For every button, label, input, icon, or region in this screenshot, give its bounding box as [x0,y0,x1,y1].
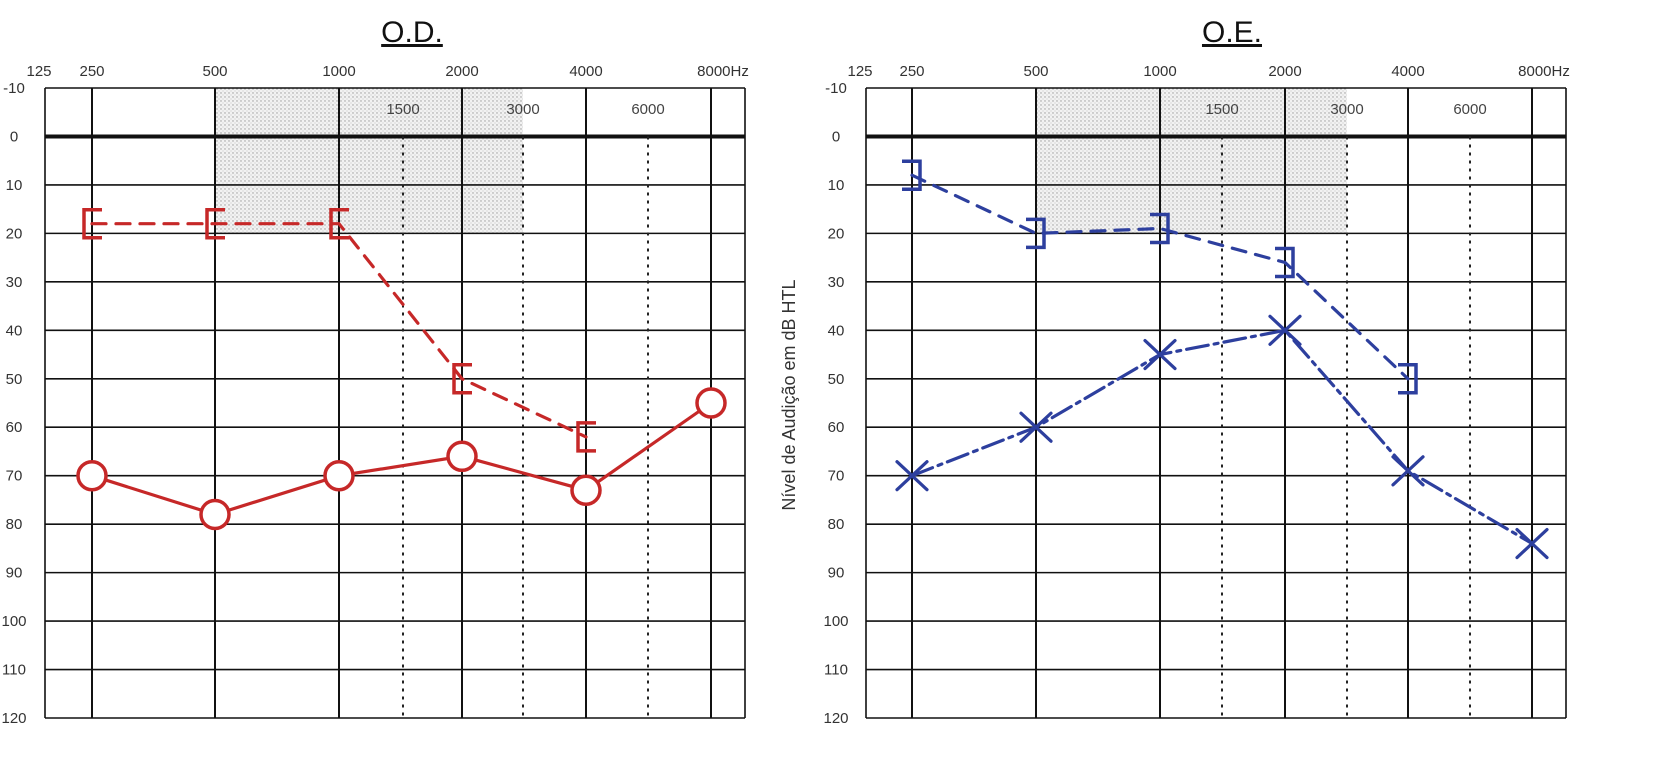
y-tick-label: 30 [6,274,23,291]
x-tick-label: 125 [847,63,872,80]
y-tick-label: 40 [828,322,845,339]
data-point-circle [199,498,231,531]
y-tick-label: 50 [6,371,23,388]
chart-title: O.E. [1202,16,1262,49]
x-tick-label: 4000 [569,63,602,80]
data-point-bracket-right [902,159,922,191]
series-line [90,401,713,517]
data-point-bracket-left [82,207,102,240]
data-point-bracket-right [1026,217,1046,250]
x-tick-label: 8000Hz [1518,63,1570,80]
y-tick-label: 90 [6,565,23,582]
y-tick-label: 110 [2,662,26,679]
y-tick-label: 0 [832,128,840,145]
y-tick-label: 100 [1,613,26,630]
x-tick-label: 125 [26,63,51,80]
y-tick-label: 60 [828,419,845,436]
audiogram-panel: O.D. -10 0 10 20 30 40 50 60 70 80 90 100 110 120 125 25… [1,16,748,727]
x-tick-label: 2000 [445,63,478,80]
y-tick-label: 20 [828,225,845,242]
y-tick-label: 60 [6,419,23,436]
data-point-circle [76,459,108,492]
x-tick-label: 500 [202,63,227,80]
y-tick-label: 50 [828,371,845,388]
y-tick-label: 100 [823,613,848,630]
x-mid-label: 1500 [1205,101,1238,118]
x-mid-label: 6000 [1453,101,1486,118]
shaded-region [1036,88,1347,234]
y-tick-label: 110 [824,662,848,679]
x-tick-label: 8000Hz [697,63,749,80]
x-tick-label: 1000 [1143,63,1176,80]
x-mid-label: 1500 [386,101,419,118]
series-line [910,328,1534,546]
y-tick-label: -10 [825,80,847,97]
data-point-bracket-right [1150,212,1170,245]
y-tick-label: 70 [6,468,23,485]
data-point-bracket-left [329,207,349,240]
data-point-x [1391,455,1425,487]
y-tick-label: 10 [828,177,845,194]
y-tick-label: 80 [6,516,23,533]
data-point-bracket-left [452,363,472,395]
data-point-circle [570,474,602,506]
y-tick-label: -10 [3,80,25,97]
data-point-x [1143,338,1177,371]
data-point-circle [446,440,478,473]
x-mid-label: 3000 [506,101,539,118]
data-point-circle [323,459,355,492]
data-point-x [1515,527,1549,560]
y-tick-label: 80 [828,516,845,533]
y-tick-label: 90 [828,565,845,582]
y-tick-label: 120 [1,710,26,727]
y-tick-label: 70 [828,468,845,485]
data-point-circle [695,387,727,419]
x-mid-label: 6000 [631,101,664,118]
data-point-bracket-left [205,207,225,240]
x-tick-label: 1000 [322,63,355,80]
audiogram-panel: O.E. -10 0 10 20 30 40 50 60 70 80 90 100 110 120 125 25… [779,16,1570,727]
data-point-bracket-left [576,421,596,453]
y-axis-label: Nível de Audição em dB HTL [779,279,799,510]
series-line [90,222,588,439]
x-tick-label: 250 [899,63,924,80]
data-point-x [1019,411,1053,443]
y-tick-label: 120 [823,710,848,727]
y-tick-label: 30 [828,274,845,291]
y-tick-label: 0 [10,128,18,145]
y-tick-label: 20 [6,225,23,242]
series-line [910,173,1410,381]
data-point-bracket-right [1275,246,1295,279]
data-point-bracket-right [1398,363,1418,395]
x-tick-label: 2000 [1268,63,1301,80]
data-point-x [895,460,929,492]
y-tick-label: 10 [6,177,23,194]
x-tick-label: 250 [79,63,104,80]
x-mid-label: 3000 [1330,101,1363,118]
y-tick-label: 40 [6,322,23,339]
chart-title: O.D. [381,16,443,49]
x-tick-label: 500 [1023,63,1048,80]
x-tick-label: 4000 [1391,63,1424,80]
data-point-x [1268,314,1302,346]
shaded-region [215,88,523,234]
